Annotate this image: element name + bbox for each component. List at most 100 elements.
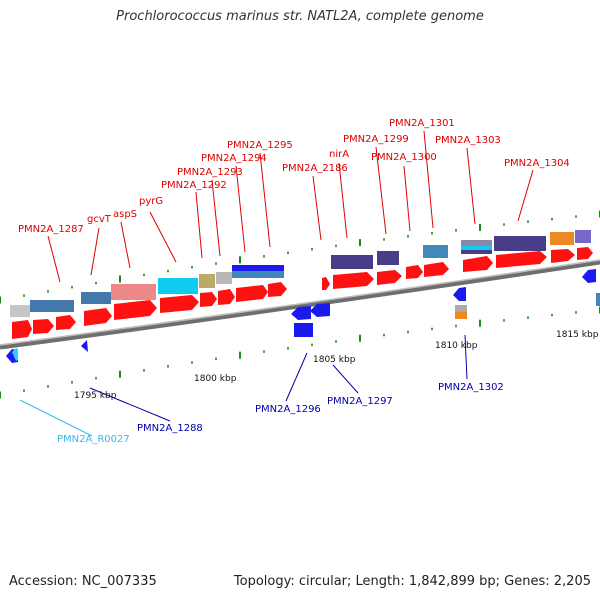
forward-gene-labels: PMN2A_1287 gcvT aspS pyrG PMN2A_1292 PMN… bbox=[18, 118, 570, 235]
leader-line bbox=[211, 179, 221, 257]
leader-line bbox=[423, 130, 434, 229]
genome-backbone bbox=[0, 259, 600, 350]
forward-genes bbox=[12, 247, 593, 339]
leader-line bbox=[90, 227, 100, 276]
leader-line bbox=[19, 399, 93, 437]
leader-line bbox=[312, 175, 322, 241]
gene-label: pyrG bbox=[139, 196, 163, 207]
leader-line bbox=[149, 211, 177, 263]
reverse-gene-arrow bbox=[310, 303, 330, 317]
gene-label: PMN2A_1288 bbox=[137, 423, 203, 434]
reverse-gene-arrow bbox=[453, 287, 466, 301]
reverse-gene-arrow bbox=[12, 348, 18, 361]
category-bars bbox=[10, 230, 591, 317]
reverse-gene bbox=[455, 305, 467, 312]
forward-gene-arrow bbox=[496, 251, 547, 268]
leader-line bbox=[464, 334, 468, 380]
reverse-genes bbox=[6, 269, 600, 363]
forward-gene-arrow bbox=[218, 289, 235, 305]
gene-label: gcvT bbox=[87, 214, 112, 225]
category-bar bbox=[550, 232, 574, 245]
reverse-gene bbox=[455, 312, 467, 319]
category-bar bbox=[423, 245, 448, 258]
scale-labels: 1795 kbp 1800 kbp 1805 kbp 1810 kbp 1815… bbox=[74, 330, 599, 401]
category-bar bbox=[30, 300, 74, 312]
leader-line bbox=[195, 191, 203, 259]
gene-label: PMN2A_1303 bbox=[435, 135, 501, 146]
reverse-gene bbox=[596, 293, 600, 306]
leader-line bbox=[517, 169, 534, 222]
forward-gene-arrow bbox=[268, 282, 287, 297]
category-bar bbox=[10, 305, 30, 317]
scale-label: 1800 kbp bbox=[194, 374, 237, 384]
reverse-gene-arrow bbox=[81, 340, 88, 352]
forward-gene-arrow bbox=[160, 295, 199, 313]
forward-gene-arrow bbox=[551, 249, 575, 263]
forward-gene-arrow bbox=[377, 270, 402, 285]
category-bar bbox=[199, 274, 215, 288]
gene-label: PMN2A_1292 bbox=[161, 180, 227, 191]
forward-gene-arrow bbox=[56, 315, 76, 330]
reverse-gene-arrow bbox=[291, 306, 311, 320]
leader-line bbox=[403, 165, 411, 232]
gene-label: PMN2A_1302 bbox=[438, 382, 504, 393]
map-title: Prochlorococcus marinus str. NATL2A, com… bbox=[116, 9, 484, 24]
forward-gene-arrow bbox=[424, 262, 449, 277]
reverse-gene bbox=[294, 323, 313, 337]
accession-info: Accession: NC_007335 bbox=[9, 574, 157, 589]
leader-line bbox=[332, 364, 359, 394]
category-bar bbox=[81, 292, 111, 304]
category-bar bbox=[232, 271, 284, 278]
gene-label: PMN2A_1300 bbox=[371, 152, 437, 163]
gene-label: PMN2A_1296 bbox=[255, 404, 321, 415]
forward-gene-arrow bbox=[84, 308, 112, 326]
forward-gene-arrow bbox=[577, 247, 593, 260]
gene-label: PMN2A_2186 bbox=[282, 163, 348, 174]
forward-gene-arrow bbox=[333, 272, 374, 289]
forward-gene-arrow bbox=[406, 265, 423, 279]
leader-line bbox=[120, 221, 131, 269]
gene-label: PMN2A_1293 bbox=[177, 167, 243, 178]
forward-gene-arrow bbox=[33, 319, 54, 334]
gene-label: PMN2A_1295 bbox=[227, 140, 293, 151]
topology-info: Topology: circular; Length: 1,842,899 bp… bbox=[233, 574, 591, 589]
forward-gene-arrow bbox=[114, 300, 157, 320]
gene-label: PMN2A_1297 bbox=[327, 396, 393, 407]
gene-label: PMN2A_1294 bbox=[201, 153, 267, 164]
scale-label: 1815 kbp bbox=[556, 330, 599, 340]
leader-line bbox=[47, 235, 61, 283]
scale-label: 1810 kbp bbox=[435, 341, 478, 351]
leader-line bbox=[235, 165, 246, 253]
gene-label: PMN2A_1299 bbox=[343, 134, 409, 145]
gene-label: PMN2A_1287 bbox=[18, 224, 84, 235]
scale-label: 1795 kbp bbox=[74, 391, 117, 401]
genome-backbone-highlight bbox=[0, 259, 600, 346]
label-leaders bbox=[19, 130, 534, 437]
category-bar bbox=[461, 240, 492, 246]
leader-line bbox=[375, 146, 387, 235]
category-bar bbox=[494, 236, 546, 251]
scale-label: 1805 kbp bbox=[313, 355, 356, 365]
leader-line bbox=[338, 162, 348, 239]
category-bar bbox=[575, 230, 591, 243]
forward-gene-arrow bbox=[200, 292, 217, 307]
category-bar bbox=[377, 251, 399, 265]
forward-gene-arrow bbox=[236, 285, 268, 302]
leader-line bbox=[259, 152, 271, 248]
category-bar bbox=[158, 278, 198, 294]
reverse-gene-arrow bbox=[582, 269, 596, 283]
category-bar bbox=[216, 272, 232, 284]
category-bar bbox=[232, 265, 284, 271]
forward-gene-arrow bbox=[322, 277, 330, 290]
gene-label: nirA bbox=[329, 149, 349, 160]
leader-line bbox=[466, 147, 476, 225]
category-bar bbox=[461, 250, 492, 254]
scale-ticks bbox=[0, 210, 600, 399]
category-bar bbox=[331, 255, 373, 269]
category-bar bbox=[461, 246, 492, 250]
gene-label: PMN2A_1304 bbox=[504, 158, 570, 169]
reverse-gene-labels: PMN2A_R0027 PMN2A_1288 PMN2A_1296 PMN2A_… bbox=[57, 382, 504, 445]
forward-gene-arrow bbox=[463, 256, 493, 272]
leader-line bbox=[89, 387, 171, 422]
category-bar bbox=[111, 284, 156, 300]
